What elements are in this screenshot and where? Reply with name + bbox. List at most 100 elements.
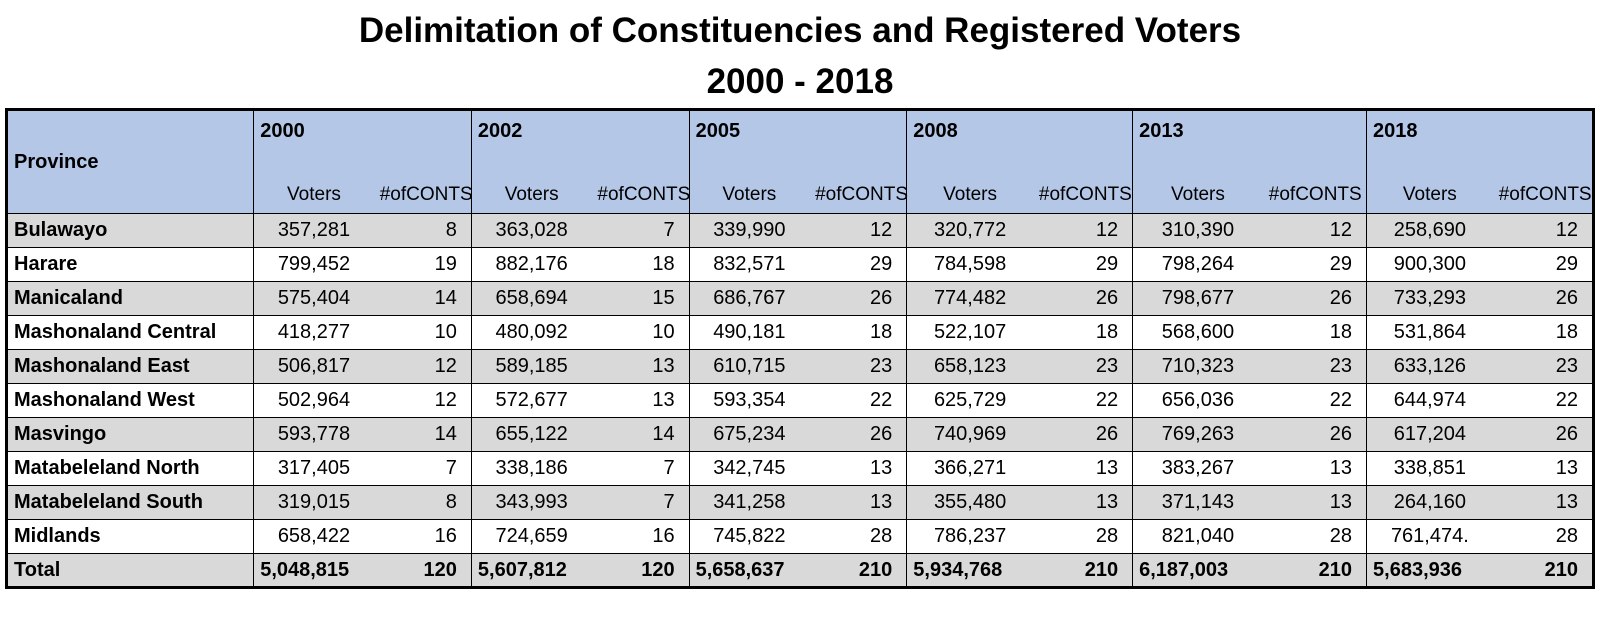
year-header-row: Province 2000 2002 2005 2008 2013 2018 [5,109,1594,214]
table-row: Mashonaland West 502,964 12 572,677 13 593,35… [5,383,1594,418]
constituencies-cell: 7 [591,451,690,486]
constituencies-cell: 18 [1262,315,1368,350]
voters-cell: 568,600 [1132,315,1263,350]
constituencies-cell: 13 [1032,451,1134,486]
voters-cell: 617,204 [1366,417,1493,452]
year-header: 2008 [906,109,1134,178]
province-name: Harare [5,247,255,282]
voters-cell: 341,258 [688,485,810,520]
voters-cell: 761,474. [1366,519,1493,554]
voters-cell: 658,123 [906,349,1033,384]
voters-cell: 625,729 [906,383,1033,418]
constituencies-cell: 8 [373,213,472,248]
voters-cell: 531,864 [1366,315,1493,350]
voters-cell: 774,482 [906,281,1033,316]
year-header: 2000 [253,109,472,178]
voters-cell: 658,694 [470,281,592,316]
constituencies-cell: 12 [809,213,908,248]
table-row: Mashonaland East 506,817 12 589,185 13 610,71… [5,349,1594,384]
voters-cell: 658,422 [253,519,374,554]
constituencies-cell: 16 [591,519,690,554]
voters-cell: 5,607,812 [470,553,592,588]
constituencies-cell: 12 [373,383,472,418]
constituencies-cell: 210 [809,553,908,588]
voters-cell: 6,187,003 [1132,553,1263,588]
constituencies-cell: 26 [1032,281,1134,316]
province-name: Matabeleland South [5,485,255,520]
voters-cell: 821,040 [1132,519,1263,554]
voters-cell: 258,690 [1366,213,1493,248]
voters-cell: 310,390 [1132,213,1263,248]
voters-table: Province 2000 2002 2005 2008 2013 2018 V… [5,108,1595,589]
table-row: Midlands 658,422 16 724,659 16 745,822 28 786,2… [5,519,1594,554]
year-header: 2002 [470,109,690,178]
voters-cell: 363,028 [470,213,592,248]
voters-cell: 769,263 [1132,417,1263,452]
voters-cell: 675,234 [688,417,810,452]
voters-cell: 740,969 [906,417,1033,452]
voters-cell: 355,480 [906,485,1033,520]
voters-cell: 338,851 [1366,451,1493,486]
voters-cell: 317,405 [253,451,374,486]
province-name: Matabeleland North [5,451,255,486]
voters-cell: 522,107 [906,315,1033,350]
constituencies-cell: 26 [1492,281,1594,316]
year-header: 2013 [1132,109,1368,178]
conts-label: #ofCONTS [1032,177,1134,214]
voters-cell: 656,036 [1132,383,1263,418]
table-row: Matabeleland South 319,015 8 343,993 7 341,25… [5,485,1594,520]
voters-cell: 572,677 [470,383,592,418]
voters-cell: 490,181 [688,315,810,350]
voters-cell: 798,677 [1132,281,1263,316]
constituencies-cell: 13 [1262,451,1368,486]
table-body: Bulawayo 357,281 8 363,028 7 339,990 12 320,772… [5,213,1594,588]
table-row: Harare 799,452 19 882,176 18 832,571 29 784,598… [5,247,1594,282]
constituencies-cell: 22 [1032,383,1134,418]
constituencies-cell: 28 [809,519,908,554]
voters-label: Voters [688,177,810,214]
voters-cell: 593,354 [688,383,810,418]
constituencies-cell: 12 [1032,213,1134,248]
constituencies-cell: 26 [1262,417,1368,452]
constituencies-cell: 26 [1492,417,1594,452]
voters-cell: 593,778 [253,417,374,452]
constituencies-cell: 22 [809,383,908,418]
voters-label: Voters [906,177,1033,214]
constituencies-cell: 26 [1032,417,1134,452]
voters-cell: 338,186 [470,451,592,486]
constituencies-cell: 12 [1262,213,1368,248]
constituencies-cell: 18 [591,247,690,282]
voters-cell: 832,571 [688,247,810,282]
constituencies-cell: 26 [1262,281,1368,316]
voters-cell: 644,974 [1366,383,1493,418]
province-header: Province [5,109,255,214]
voters-cell: 686,767 [688,281,810,316]
voters-cell: 342,745 [688,451,810,486]
constituencies-cell: 7 [591,213,690,248]
voters-cell: 589,185 [470,349,592,384]
voters-cell: 882,176 [470,247,592,282]
conts-label: #ofCONTS [1492,177,1594,214]
constituencies-cell: 12 [1492,213,1594,248]
constituencies-cell: 12 [373,349,472,384]
constituencies-cell: 23 [1492,349,1594,384]
voters-cell: 357,281 [253,213,374,248]
conts-label: #ofCONTS [809,177,908,214]
constituencies-cell: 22 [1492,383,1594,418]
voters-cell: 5,658,637 [688,553,810,588]
province-name: Mashonaland West [5,383,255,418]
constituencies-cell: 18 [1492,315,1594,350]
chart-subtitle: 2000 - 2018 [706,62,894,101]
province-name: Mashonaland Central [5,315,255,350]
constituencies-cell: 210 [1492,553,1594,588]
constituencies-cell: 8 [373,485,472,520]
constituencies-cell: 14 [591,417,690,452]
voters-cell: 900,300 [1366,247,1493,282]
voters-cell: 319,015 [253,485,374,520]
voters-cell: 786,237 [906,519,1033,554]
province-name: Masvingo [5,417,255,452]
conts-label: #ofCONTS [591,177,690,214]
constituencies-cell: 26 [809,417,908,452]
constituencies-cell: 7 [591,485,690,520]
constituencies-cell: 29 [1032,247,1134,282]
